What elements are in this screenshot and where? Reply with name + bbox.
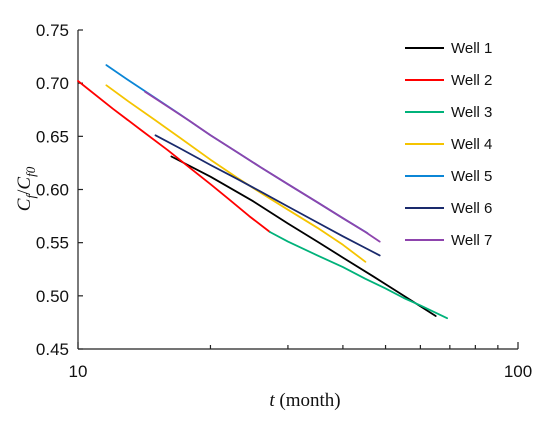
x-axis-title: t (month)	[269, 390, 340, 411]
x-axis-ticks: 10 100	[69, 342, 532, 381]
legend-label-well-7: Well 7	[451, 232, 492, 249]
y-axis-ticks: 0.45 0.50 0.55 0.60 0.65 0.70 0.75	[36, 21, 83, 359]
y-tick-label: 0.60	[36, 181, 69, 200]
series-line-well-7	[144, 90, 381, 243]
y-tick-label: 0.75	[36, 21, 69, 40]
x-axis-symbol: t	[269, 390, 275, 411]
y-axis-base-2: C	[14, 177, 35, 190]
legend-label-well-3: Well 3	[451, 104, 492, 121]
series-line-well-1	[170, 155, 437, 317]
x-tick-label: 100	[504, 362, 532, 381]
legend-label-well-1: Well 1	[451, 40, 492, 57]
y-tick-label: 0.55	[36, 234, 69, 253]
legend-label-well-4: Well 4	[451, 136, 492, 153]
series-line-well-3	[268, 231, 449, 320]
series-lines	[77, 64, 449, 320]
y-tick-label: 0.45	[36, 340, 69, 359]
y-axis-slash: /	[14, 189, 35, 195]
y-axis-base-1: C	[14, 198, 35, 211]
series-line-well-6	[154, 134, 381, 257]
x-tick-label: 10	[69, 362, 88, 381]
legend-label-well-5: Well 5	[451, 168, 492, 185]
x-axis-unit: (month)	[275, 390, 341, 411]
series-line-well-2	[77, 80, 271, 233]
legend-label-well-2: Well 2	[451, 72, 492, 89]
y-axis-sub-1: f	[23, 193, 38, 199]
y-tick-label: 0.50	[36, 287, 69, 306]
legend: Well 1 Well 2 Well 3 Well 4 Well 5 Well 6 Well…	[405, 40, 492, 249]
series-line-well-4	[105, 84, 367, 263]
legend-label-well-6: Well 6	[451, 200, 492, 217]
y-axis-sub-2: f0	[23, 166, 38, 177]
y-tick-label: 0.65	[36, 127, 69, 146]
y-tick-label: 0.70	[36, 74, 69, 93]
y-axis-title: Cf/Cf0	[14, 166, 38, 211]
series-line-well-5	[105, 64, 369, 235]
